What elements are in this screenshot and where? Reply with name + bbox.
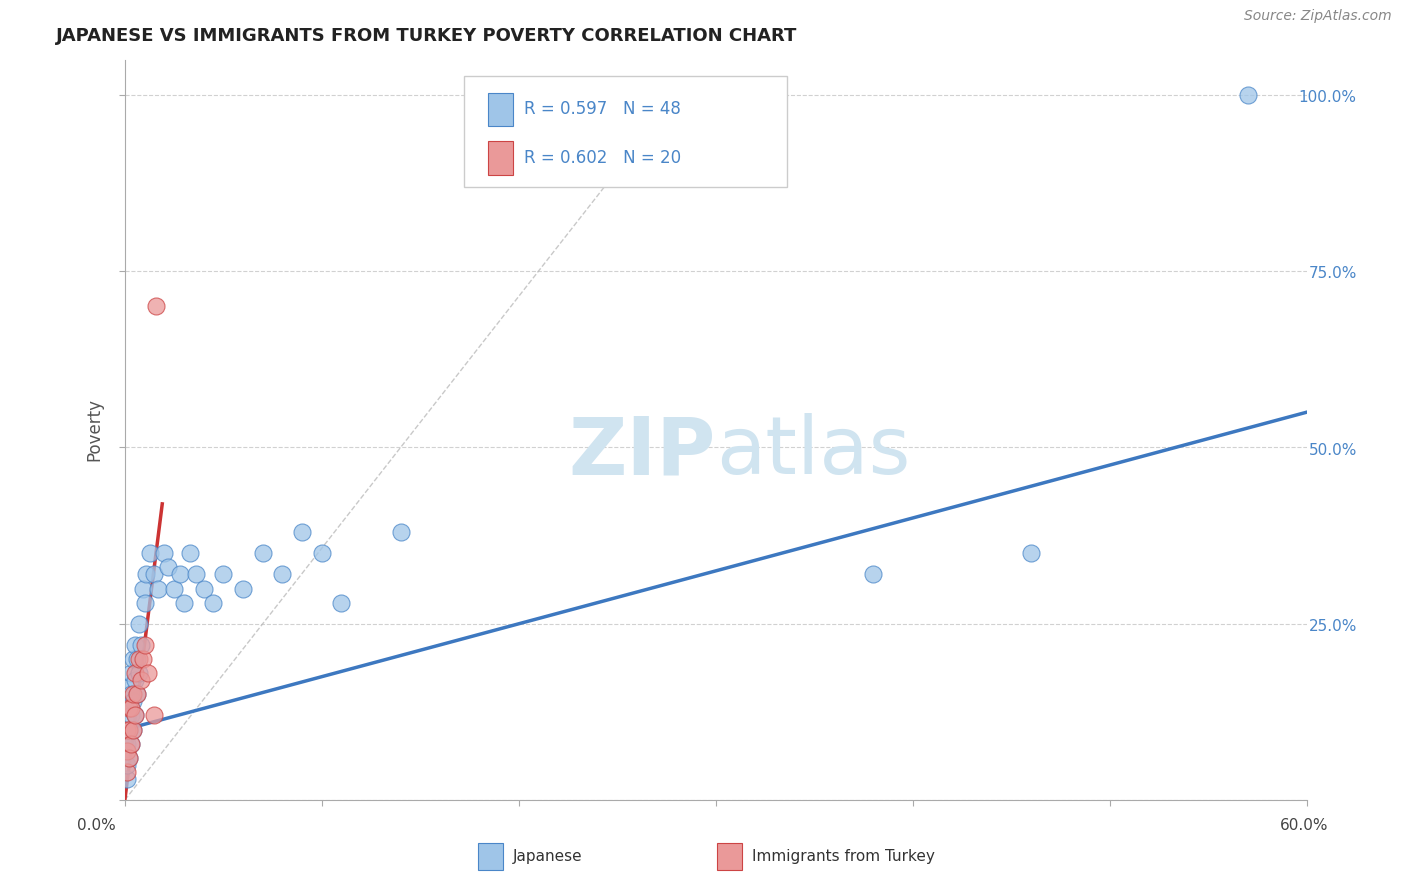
Point (121, 723, 143, 737)
Point (330, 596, 353, 610)
Text: R = 0.602   N = 20: R = 0.602 N = 20 (524, 149, 682, 167)
Text: 75.0%: 75.0% (1309, 267, 1357, 282)
Point (1236, 87, 1258, 102)
Point (143, 708, 166, 723)
Point (125, 687, 148, 701)
Point (134, 638, 156, 652)
Text: Immigrants from Turkey: Immigrants from Turkey (752, 849, 935, 863)
Point (125, 687, 148, 701)
Point (139, 546, 162, 560)
Point (115, 744, 138, 758)
Point (121, 723, 143, 737)
Point (124, 708, 146, 723)
Point (128, 616, 150, 631)
Point (169, 567, 191, 582)
Point (145, 300, 167, 314)
Point (115, 772, 138, 786)
Text: Source: ZipAtlas.com: Source: ZipAtlas.com (1244, 9, 1392, 23)
Point (125, 652, 148, 666)
Point (118, 751, 141, 765)
Point (232, 582, 254, 596)
Point (118, 680, 141, 694)
Point (131, 582, 153, 596)
Point (311, 546, 333, 560)
Point (120, 737, 142, 751)
Text: Japanese: Japanese (513, 849, 583, 863)
Point (173, 596, 195, 610)
Text: R = 0.597   N = 48: R = 0.597 N = 48 (524, 101, 682, 119)
Point (121, 687, 143, 701)
Point (202, 596, 225, 610)
Point (120, 687, 142, 701)
Point (120, 737, 142, 751)
Point (862, 567, 884, 582)
Text: 0.0%: 0.0% (77, 818, 117, 832)
Point (1019, 546, 1042, 560)
Point (120, 701, 142, 715)
Point (118, 723, 141, 737)
Point (120, 708, 142, 723)
Point (115, 737, 138, 751)
Point (118, 723, 141, 737)
Text: 50.0%: 50.0% (1309, 442, 1357, 458)
Point (135, 567, 157, 582)
Point (389, 525, 412, 540)
Point (291, 525, 314, 540)
Text: 100.0%: 100.0% (1299, 90, 1357, 105)
Point (193, 582, 215, 596)
Text: 25.0%: 25.0% (1309, 619, 1357, 634)
Point (134, 596, 156, 610)
Point (157, 560, 180, 574)
Point (153, 546, 176, 560)
Point (148, 582, 170, 596)
Point (115, 764, 138, 779)
Point (131, 652, 153, 666)
Text: 60.0%: 60.0% (1281, 818, 1329, 832)
Point (124, 708, 146, 723)
Point (212, 567, 235, 582)
Point (118, 701, 141, 715)
Point (121, 694, 143, 708)
Point (252, 546, 274, 560)
Point (121, 652, 143, 666)
Point (115, 723, 138, 737)
Point (163, 582, 186, 596)
Point (129, 638, 152, 652)
Point (129, 673, 152, 688)
Point (115, 757, 138, 772)
Point (124, 673, 146, 688)
Text: JAPANESE VS IMMIGRANTS FROM TURKEY POVERTY CORRELATION CHART: JAPANESE VS IMMIGRANTS FROM TURKEY POVER… (56, 27, 797, 45)
Point (179, 546, 201, 560)
Point (143, 567, 166, 582)
Point (128, 666, 150, 681)
Text: ZIP: ZIP (568, 413, 716, 491)
Point (118, 751, 141, 765)
Point (271, 567, 294, 582)
Text: atlas: atlas (716, 413, 910, 491)
Point (120, 666, 142, 681)
Point (124, 666, 146, 681)
Point (128, 652, 150, 666)
Point (124, 638, 146, 652)
Point (138, 666, 160, 681)
Point (184, 567, 207, 582)
Point (118, 701, 141, 715)
Y-axis label: Poverty: Poverty (86, 399, 103, 461)
